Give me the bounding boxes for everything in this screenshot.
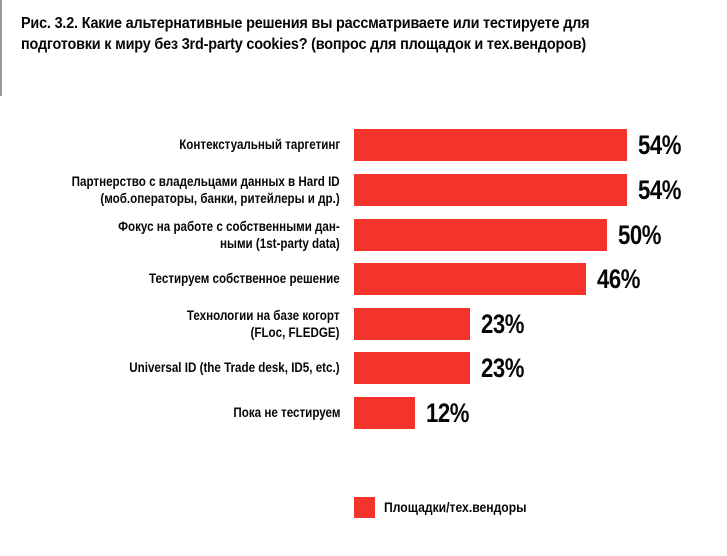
bar [354,397,415,429]
chart-row: Контекстуальный таргетинг 54% [0,129,727,161]
bar [354,352,470,384]
value-label: 23% [481,353,525,383]
chart-row: Партнерство с владельцами данных в Hard … [0,174,727,206]
category-label-cell: Технологии на базе когорт (FLoc, FLEDGE) [0,307,340,341]
chart-row: Пока не тестируем 12% [0,397,727,429]
chart-row: Технологии на базе когорт (FLoc, FLEDGE)… [0,308,727,340]
bar [354,219,607,251]
legend: Площадки/тех.вендоры [354,497,542,518]
category-label: Технологии на базе когорт (FLoc, FLEDGE) [187,307,340,341]
bar-cell: 54% [354,174,691,206]
value-label: 12% [426,398,470,428]
value-label: 54% [638,175,682,205]
bar [354,129,627,161]
legend-label: Площадки/тех.вендоры [384,500,527,515]
chart-row: Universal ID (the Trade desk, ID5, etc.)… [0,352,727,384]
bar [354,263,586,295]
category-label: Контекстуальный таргетинг [178,137,340,153]
bar-cell: 54% [354,129,691,161]
category-label-cell: Universal ID (the Trade desk, ID5, etc.) [0,352,340,384]
bar-cell: 23% [354,308,534,340]
value-label: 50% [618,220,662,250]
category-label-cell: Партнерство с владельцами данных в Hard … [0,173,340,207]
bar [354,174,627,206]
category-label-cell: Пока не тестируем [0,397,340,429]
chart-title-line2: подготовки к миру без 3rd-party cookies?… [21,36,587,53]
chart-row: Фокус на работе с собственными дан- ными… [0,219,727,251]
category-label: Фокус на работе с собственными дан- ными… [118,218,340,252]
bar-cell: 50% [354,219,671,251]
chart-row: Тестируем собственное решение 46% [0,263,727,295]
bar [354,308,470,340]
chart-title-line1: Рис. 3.2. Какие альтернативные решения в… [21,15,590,32]
bar-cell: 23% [354,352,534,384]
value-label: 54% [638,130,682,160]
bar-cell: 46% [354,263,650,295]
category-label: Партнерство с владельцами данных в Hard … [71,173,340,207]
category-label-cell: Контекстуальный таргетинг [0,129,340,161]
value-label: 46% [597,264,641,294]
category-label-cell: Фокус на работе с собственными дан- ными… [0,218,340,252]
legend-swatch [354,497,375,518]
page-edge-artifact [0,0,2,96]
chart-title: Рис. 3.2. Какие альтернативные решения в… [21,13,663,55]
category-label: Universal ID (the Trade desk, ID5, etc.) [129,360,340,376]
bar-cell: 12% [354,397,479,429]
category-label-cell: Тестируем собственное решение [0,263,340,295]
category-label: Пока не тестируем [232,405,340,421]
value-label: 23% [481,309,525,339]
category-label: Тестируем собственное решение [149,271,340,287]
